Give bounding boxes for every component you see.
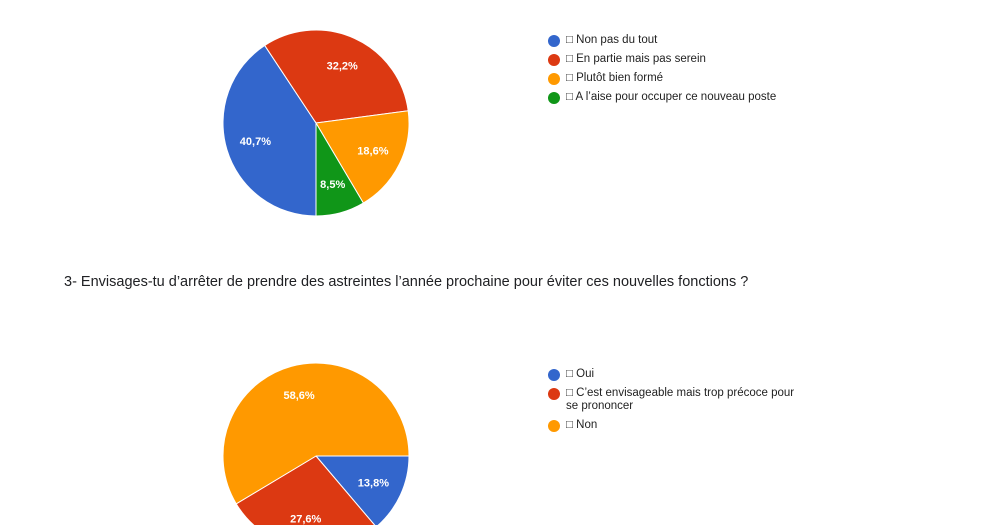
pie-1-legend-label-4: □ A l’aise pour occuper ce nouveau poste xyxy=(566,91,777,103)
pie-2-legend-item-3: □ Non xyxy=(548,419,798,432)
pie-2-slice-2-label: 27,6% xyxy=(290,513,321,525)
pie-2-legend-swatch-2 xyxy=(548,388,560,400)
pie-chart-2: 13,8% 27,6% 58,6% xyxy=(222,362,410,525)
pie-1-legend-item-2: □ En partie mais pas serein xyxy=(548,53,798,66)
pie-2-slice-3-label: 58,6% xyxy=(283,390,314,402)
pie-2-legend-item-1: □ Oui xyxy=(548,368,798,381)
pie-1-slice-3 xyxy=(315,110,410,204)
pie-1-legend-swatch-2 xyxy=(548,54,560,66)
pie-1-slice-2 xyxy=(264,29,409,124)
pie-1-slice-1-label: 40,7% xyxy=(240,136,271,148)
pie-2-legend-label-2: □ C’est envisageable mais trop précoce p… xyxy=(566,387,795,412)
pie-2-legend-label-1: □ Oui xyxy=(566,368,595,380)
question-3-text: 3- Envisages-tu d’arrêter de prendre des… xyxy=(64,274,749,290)
pie-2-legend-item-2: □ C’est envisageable mais trop précoce p… xyxy=(548,387,798,413)
pie-1-slice-3-label: 18,6% xyxy=(357,146,388,158)
pie-2-slice-3 xyxy=(222,362,410,505)
pie-1-legend-swatch-4 xyxy=(548,92,560,104)
pie-1-legend-item-3: □ Plutôt bien formé xyxy=(548,72,798,85)
pie-2-slice-1-label: 13,8% xyxy=(358,478,389,490)
pie-1-legend-label-3: □ Plutôt bien formé xyxy=(566,72,664,84)
pie-1-slice-4 xyxy=(315,121,365,217)
pie-1-legend-swatch-3 xyxy=(548,73,560,85)
pie-2-slice-1 xyxy=(314,455,410,525)
pie-1-slice-2-label: 32,2% xyxy=(327,60,358,72)
pie-chart-1: 40,7% 32,2% 18,6% 8,5% xyxy=(222,29,410,217)
pie-chart-1-legend: □ Non pas du tout □ En partie mais pas se… xyxy=(548,34,798,110)
pie-2-slice-2 xyxy=(235,455,376,525)
pie-1-legend-item-1: □ Non pas du tout xyxy=(548,34,798,47)
pie-1-legend-label-1: □ Non pas du tout xyxy=(566,34,658,46)
pie-1-slice-4-label: 8,5% xyxy=(320,179,345,191)
pie-1-legend-label-2: □ En partie mais pas serein xyxy=(566,53,706,65)
pie-1-legend-item-4: □ A l’aise pour occuper ce nouveau poste xyxy=(548,91,798,104)
pie-2-legend-swatch-1 xyxy=(548,369,560,381)
pie-1-legend-swatch-1 xyxy=(548,35,560,47)
pie-2-legend-swatch-3 xyxy=(548,420,560,432)
pie-chart-2-legend: □ Oui □ C’est envisageable mais trop préc… xyxy=(548,368,798,438)
pie-2-legend-label-3: □ Non xyxy=(566,419,598,431)
